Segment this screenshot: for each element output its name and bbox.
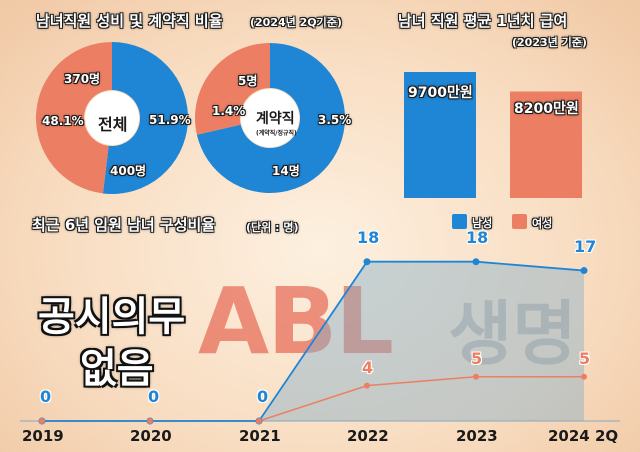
donut-total-female-slice (36, 42, 112, 194)
executive-x-tick-label: 2021 (239, 427, 281, 445)
executive-female-value-label: 5 (471, 348, 483, 368)
donut-total-male-percent: 51.9% (149, 113, 191, 127)
executive-female-point (473, 373, 479, 380)
executive-x-tick-label: 2019 (22, 427, 64, 445)
donut-contract-female-slice (195, 43, 270, 135)
donut-contract-female-percent: 1.4% (212, 104, 246, 118)
executive-male-point (472, 258, 480, 266)
executive-female-point (364, 382, 370, 389)
executive-x-tick-label: 2022 (347, 427, 389, 445)
executive-male-point (363, 258, 371, 266)
legend-male-label: 남성 (472, 217, 493, 230)
salary-chart-subtitle: (2023년 기준) (512, 36, 587, 49)
notice-line-2: 없음 (80, 346, 154, 392)
donut-contract-center-label: 계약직 (256, 111, 295, 127)
executive-female-point (256, 418, 262, 424)
salary-female-value-label: 8200만원 (514, 101, 579, 117)
executive-female-value-label: 5 (579, 348, 591, 368)
executive-zero-value-label: 0 (148, 387, 160, 406)
donut-total-hole (85, 91, 139, 145)
donut-contract-female-count: 5명 (238, 74, 258, 88)
executive-female-point (581, 373, 587, 380)
ratio-chart-title: 남녀직원 성비 및 계약직 비율 (36, 12, 223, 30)
ratio-chart-subtitle: (2024년 2Q기준) (250, 16, 342, 29)
executive-male-value-label: 18 (357, 227, 380, 247)
executive-male-line (42, 260, 585, 422)
salary-male-value-label: 9700만원 (408, 85, 473, 101)
watermark-life: 생명 (448, 278, 577, 379)
donut-total-female-percent: 48.1% (42, 114, 84, 128)
donut-total-male-slice (102, 42, 189, 194)
salary-chart-title: 남녀 직원 평균 1년치 급여 (398, 12, 568, 30)
watermark-abl: ABL (198, 268, 394, 375)
executive-female-value-label: 4 (362, 357, 374, 377)
donut-total-female-count: 370명 (64, 72, 101, 86)
notice-line-1: 공시의무 (38, 294, 186, 340)
executive-zero-value-label: 0 (257, 387, 269, 406)
legend-female-label: 여성 (532, 217, 553, 230)
donut-contract-male-count: 14명 (272, 164, 300, 178)
salary-bar-female (510, 91, 582, 198)
executive-x-tick-label: 2024 2Q (548, 427, 619, 445)
executive-chart-unit: (단위 : 명) (246, 221, 299, 234)
executive-chart-title: 최근 6년 임원 남녀 구성비율 (32, 216, 216, 234)
donut-contract-male-slice (196, 43, 345, 193)
executive-female-point (147, 418, 153, 424)
executive-zero-value-label: 0 (40, 387, 52, 406)
donut-contract-center-sublabel: (계약직/정규직) (256, 130, 297, 137)
executive-male-value-label: 17 (574, 236, 597, 256)
donut-total-male-count: 400명 (110, 164, 147, 178)
executive-male-point (580, 267, 588, 275)
executive-male-value-label: 18 (466, 227, 489, 247)
donut-contract-male-percent: 3.5% (318, 113, 352, 127)
donut-total-center-label: 전체 (98, 115, 128, 134)
executive-x-tick-label: 2020 (130, 427, 172, 445)
executive-female-point (39, 418, 45, 424)
donut-contract-hole (241, 89, 299, 147)
salary-bar-male (404, 72, 476, 198)
legend-female-swatch (512, 214, 527, 229)
executive-x-tick-label: 2023 (456, 427, 498, 445)
legend-male-swatch (452, 214, 467, 229)
